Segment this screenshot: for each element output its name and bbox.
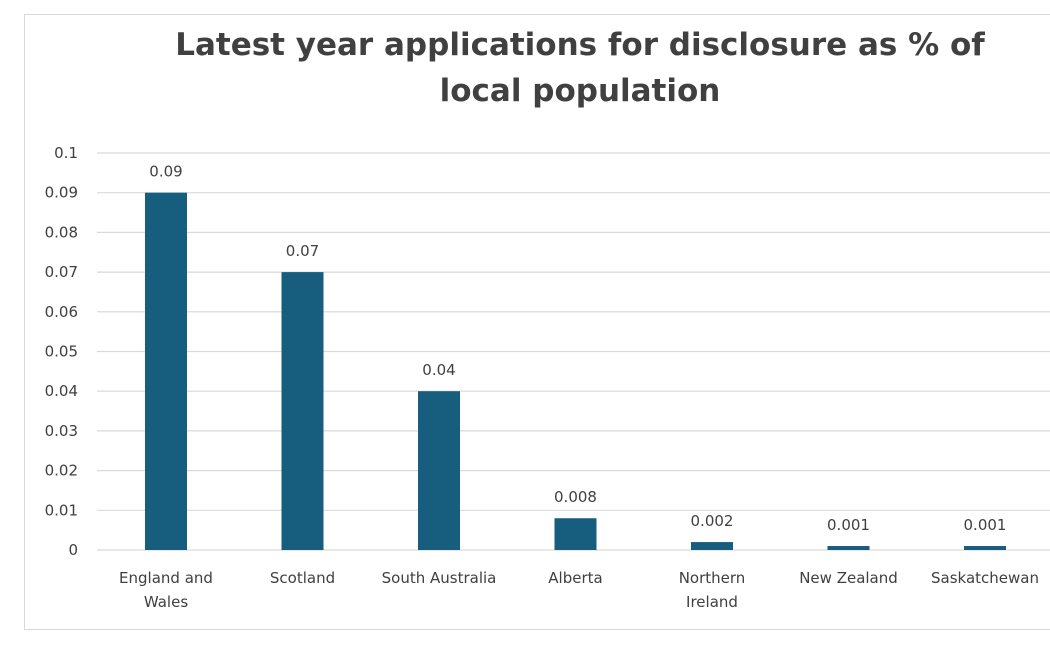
y-tick-label: 0 <box>68 541 78 559</box>
bar <box>964 546 1006 550</box>
bar <box>418 391 460 550</box>
bar <box>281 272 324 550</box>
bar <box>554 518 597 550</box>
category-label: Saskatchewan <box>931 569 1039 587</box>
bar <box>691 542 733 550</box>
y-tick-label: 0.01 <box>45 501 78 519</box>
category-label: Northern Ireland <box>679 569 746 611</box>
data-label: 0.001 <box>827 516 870 534</box>
y-tick-label: 0.05 <box>45 343 78 361</box>
y-tick-label: 0.1 <box>54 144 78 162</box>
data-label: 0.001 <box>964 516 1007 534</box>
data-labels: 0.09 0.07 0.04 0.008 0.002 0.001 0.001 <box>149 163 1006 534</box>
y-tick-label: 0.03 <box>45 422 78 440</box>
category-label: South Australia <box>382 569 497 587</box>
y-tick-label: 0.06 <box>45 303 78 321</box>
data-label: 0.09 <box>149 163 182 181</box>
category-label: New Zealand <box>799 569 898 587</box>
gridlines <box>97 152 1050 551</box>
y-tick-label: 0.04 <box>45 382 78 400</box>
data-label: 0.07 <box>286 242 319 260</box>
chart-frame <box>24 14 1050 630</box>
y-tick-label: 0.07 <box>45 263 78 281</box>
y-tick-label: 0.08 <box>45 223 78 241</box>
y-axis-ticks: 0 0.01 0.02 0.03 0.04 0.05 0.06 0.07 0.08 0.09 0.1 <box>45 144 78 559</box>
category-label: Scotland <box>270 569 335 587</box>
y-tick-label: 0.09 <box>45 184 78 202</box>
category-labels: England and Wales Scotland South Australia A… <box>119 569 1039 611</box>
y-tick-label: 0.02 <box>45 462 78 480</box>
data-label: 0.04 <box>422 361 455 379</box>
bar <box>827 546 870 550</box>
bar <box>145 192 187 550</box>
data-label: 0.002 <box>691 512 734 530</box>
category-label: England and Wales <box>119 569 213 611</box>
bars <box>145 192 1006 550</box>
chart-title: Latest year applications for disclosure … <box>175 27 985 109</box>
category-label: Alberta <box>548 569 602 587</box>
data-label: 0.008 <box>554 488 597 506</box>
